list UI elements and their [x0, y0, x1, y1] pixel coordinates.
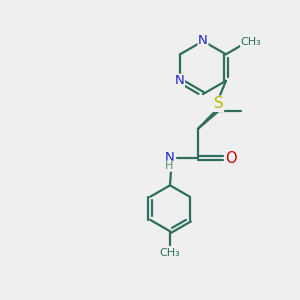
Text: N: N: [198, 34, 208, 47]
Text: S: S: [214, 96, 224, 111]
Text: H: H: [165, 161, 174, 171]
Text: CH₃: CH₃: [160, 248, 180, 258]
Text: N: N: [164, 151, 174, 164]
Text: N: N: [175, 74, 184, 87]
Text: CH₃: CH₃: [241, 37, 261, 47]
Text: O: O: [225, 151, 237, 166]
